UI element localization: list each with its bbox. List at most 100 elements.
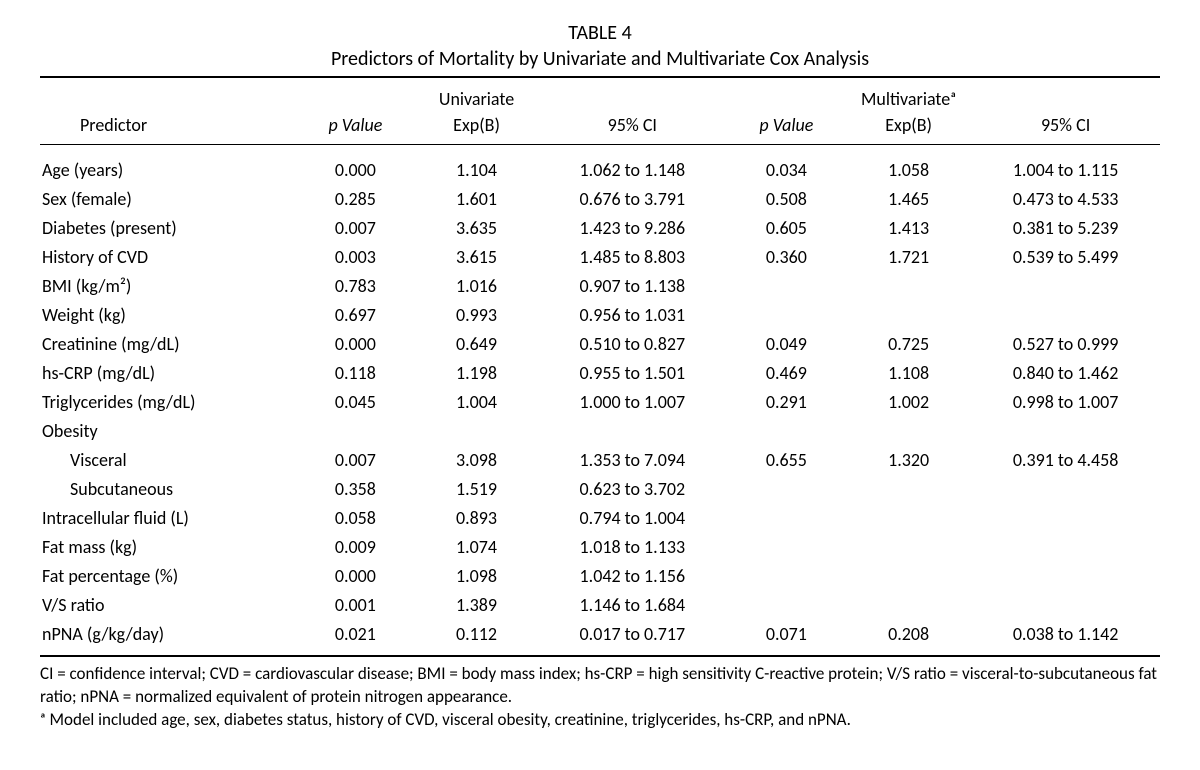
col-header-mul-ci: 95% CI xyxy=(971,112,1160,145)
cell-m_exp xyxy=(846,301,971,330)
cell-u_ci: 0.955 to 1.501 xyxy=(538,359,727,388)
cell-u_exp: 0.112 xyxy=(415,620,538,657)
table-row: Diabetes (present)0.0073.6351.423 to 9.2… xyxy=(40,214,1160,243)
col-header-uni-p: p Value xyxy=(296,112,415,145)
cell-u_exp: 1.601 xyxy=(415,185,538,214)
col-header-predictor: Predictor xyxy=(40,112,296,145)
predictor-label: Fat mass (kg) xyxy=(40,533,296,562)
col-header-mul-p: p Value xyxy=(727,112,846,145)
cell-m_p xyxy=(727,504,846,533)
cell-u_p: 0.058 xyxy=(296,504,415,533)
cell-u_p: 0.000 xyxy=(296,145,415,185)
cell-m_exp: 1.413 xyxy=(846,214,971,243)
cell-u_ci: 1.062 to 1.148 xyxy=(538,145,727,185)
cell-u_exp: 1.098 xyxy=(415,562,538,591)
cell-u_p: 0.001 xyxy=(296,591,415,620)
cell-u_ci: 0.676 to 3.791 xyxy=(538,185,727,214)
predictor-label: Fat percentage (%) xyxy=(40,562,296,591)
table-caption: TABLE 4 Predictors of Mortality by Univa… xyxy=(40,20,1160,72)
cell-m_ci xyxy=(971,475,1160,504)
cell-u_exp: 1.074 xyxy=(415,533,538,562)
caption-title: Predictors of Mortality by Univariate an… xyxy=(40,46,1160,72)
cell-u_exp: 1.389 xyxy=(415,591,538,620)
cell-u_p: 0.118 xyxy=(296,359,415,388)
cell-m_p xyxy=(727,475,846,504)
table-row: Sex (female)0.2851.6010.676 to 3.7910.50… xyxy=(40,185,1160,214)
cell-u_ci: 0.907 to 1.138 xyxy=(538,272,727,301)
table-row: nPNA (g/kg/day)0.0210.1120.017 to 0.7170… xyxy=(40,620,1160,657)
cell-u_ci: 1.485 to 8.803 xyxy=(538,243,727,272)
cell-u_p: 0.783 xyxy=(296,272,415,301)
cell-m_ci xyxy=(971,533,1160,562)
table-container: TABLE 4 Predictors of Mortality by Univa… xyxy=(40,20,1160,732)
cell-u_exp: 0.893 xyxy=(415,504,538,533)
cell-m_p xyxy=(727,417,846,446)
cell-m_ci xyxy=(971,591,1160,620)
cell-m_p: 0.360 xyxy=(727,243,846,272)
footnote-abbrev: CI = confidence interval; CVD = cardiova… xyxy=(40,663,1160,709)
cell-u_exp: 1.519 xyxy=(415,475,538,504)
cell-m_p: 0.508 xyxy=(727,185,846,214)
cell-m_ci: 0.038 to 1.142 xyxy=(971,620,1160,657)
cell-u_exp: 3.098 xyxy=(415,446,538,475)
col-header-uni-exp: Exp(B) xyxy=(415,112,538,145)
cell-u_ci: 1.146 to 1.684 xyxy=(538,591,727,620)
cell-m_ci: 0.473 to 4.533 xyxy=(971,185,1160,214)
cell-m_exp xyxy=(846,272,971,301)
cell-m_exp xyxy=(846,533,971,562)
table-row: Visceral0.0073.0981.353 to 7.0940.6551.3… xyxy=(40,446,1160,475)
cell-u_p: 0.009 xyxy=(296,533,415,562)
predictor-label: Visceral xyxy=(40,446,296,475)
predictor-label: Diabetes (present) xyxy=(40,214,296,243)
cell-m_p xyxy=(727,301,846,330)
table-row: Triglycerides (mg/dL)0.0451.0041.000 to … xyxy=(40,388,1160,417)
predictor-label: nPNA (g/kg/day) xyxy=(40,620,296,657)
cell-m_ci: 0.539 to 5.499 xyxy=(971,243,1160,272)
cell-m_ci: 0.998 to 1.007 xyxy=(971,388,1160,417)
cell-m_exp xyxy=(846,475,971,504)
cell-u_ci: 1.353 to 7.094 xyxy=(538,446,727,475)
predictor-label: Weight (kg) xyxy=(40,301,296,330)
cell-u_p: 0.358 xyxy=(296,475,415,504)
predictor-label: hs-CRP (mg/dL) xyxy=(40,359,296,388)
cell-m_exp xyxy=(846,591,971,620)
cell-u_ci: 1.018 to 1.133 xyxy=(538,533,727,562)
cell-m_p: 0.291 xyxy=(727,388,846,417)
table-row: Fat mass (kg)0.0091.0741.018 to 1.133 xyxy=(40,533,1160,562)
cell-m_exp xyxy=(846,562,971,591)
predictor-label: Triglycerides (mg/dL) xyxy=(40,388,296,417)
cell-m_p: 0.469 xyxy=(727,359,846,388)
cell-u_p: 0.007 xyxy=(296,446,415,475)
cell-u_exp: 1.016 xyxy=(415,272,538,301)
cell-m_p xyxy=(727,272,846,301)
cell-m_exp: 0.208 xyxy=(846,620,971,657)
cell-u_p: 0.007 xyxy=(296,214,415,243)
cell-m_ci: 0.391 to 4.458 xyxy=(971,446,1160,475)
table-row: Intracellular fluid (L)0.0580.8930.794 t… xyxy=(40,504,1160,533)
cell-m_exp: 1.108 xyxy=(846,359,971,388)
cell-m_ci xyxy=(971,504,1160,533)
cell-u_ci: 0.956 to 1.031 xyxy=(538,301,727,330)
cell-m_ci: 1.004 to 1.115 xyxy=(971,145,1160,185)
cell-u_ci: 0.510 to 0.827 xyxy=(538,330,727,359)
cell-u_ci: 1.000 to 1.007 xyxy=(538,388,727,417)
cell-u_p: 0.003 xyxy=(296,243,415,272)
predictor-label: Intracellular fluid (L) xyxy=(40,504,296,533)
predictor-label: Subcutaneous xyxy=(40,475,296,504)
cell-m_p xyxy=(727,533,846,562)
col-header-mul-exp: Exp(B) xyxy=(846,112,971,145)
cell-u_exp xyxy=(415,417,538,446)
table-row: Age (years)0.0001.1041.062 to 1.1480.034… xyxy=(40,145,1160,185)
group-header-multivariate: Multivariateᵃ xyxy=(846,78,971,112)
cell-m_p: 0.605 xyxy=(727,214,846,243)
table-row: History of CVD0.0033.6151.485 to 8.8030.… xyxy=(40,243,1160,272)
col-header-uni-ci: 95% CI xyxy=(538,112,727,145)
cell-m_ci: 0.381 to 5.239 xyxy=(971,214,1160,243)
cell-m_p: 0.034 xyxy=(727,145,846,185)
predictor-label: Sex (female) xyxy=(40,185,296,214)
cell-u_exp: 1.104 xyxy=(415,145,538,185)
cell-m_exp xyxy=(846,504,971,533)
cell-u_exp: 0.649 xyxy=(415,330,538,359)
cell-m_exp xyxy=(846,417,971,446)
cell-m_p: 0.049 xyxy=(727,330,846,359)
